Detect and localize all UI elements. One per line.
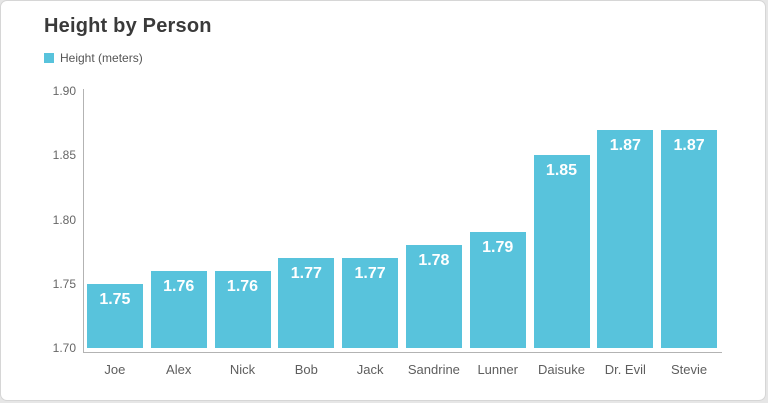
y-axis-tick-label: 1.85 <box>52 148 76 163</box>
y-axis-tick-label: 1.80 <box>52 212 76 227</box>
x-axis-label: Sandrine <box>407 362 460 377</box>
x-axis-label: Lunner <box>477 362 518 377</box>
x-axis-label: Stevie <box>671 362 708 377</box>
x-axis-label: Bob <box>294 362 318 377</box>
legend-item[interactable]: Height (meters) <box>44 51 143 65</box>
x-axis-label: Joe <box>104 362 126 377</box>
bar-value-label: 1.79 <box>482 239 514 257</box>
bar-value-label: 1.77 <box>290 265 322 283</box>
legend-swatch-icon <box>44 53 54 63</box>
bar-daisuke[interactable]: 1.85 <box>533 155 590 348</box>
bar-joe[interactable]: 1.75 <box>86 283 143 348</box>
bar-lunner[interactable]: 1.79 <box>469 232 526 348</box>
y-axis-line <box>83 89 84 352</box>
bar-nick[interactable]: 1.76 <box>214 270 271 348</box>
x-axis-label: Dr. Evil <box>604 362 646 377</box>
bar-value-label: 1.78 <box>418 252 450 270</box>
x-axis-line <box>83 352 722 353</box>
bar-alex[interactable]: 1.76 <box>150 270 207 348</box>
x-axis-label: Alex <box>166 362 192 377</box>
x-axis-label: Jack <box>356 362 384 377</box>
bar-value-label: 1.76 <box>226 277 259 295</box>
bar-value-label: 1.87 <box>609 136 641 154</box>
bar-sandrine[interactable]: 1.78 <box>405 245 462 348</box>
y-axis-tick-label: 1.90 <box>52 84 76 98</box>
bar-value-label: 1.87 <box>673 136 705 154</box>
bar-bob[interactable]: 1.77 <box>278 258 335 348</box>
y-axis-tick-label: 1.70 <box>52 341 76 355</box>
bar-value-label: 1.77 <box>354 265 386 283</box>
bar-value-label: 1.75 <box>99 290 131 308</box>
x-axis-label: Nick <box>229 362 256 377</box>
bar-jack[interactable]: 1.77 <box>342 258 399 348</box>
legend-label: Height (meters) <box>60 51 143 65</box>
bar-value-label: 1.76 <box>163 277 195 295</box>
x-axis-label: Daisuke <box>538 362 585 377</box>
y-axis-tick-label: 1.75 <box>52 276 76 291</box>
bar-value-label: 1.85 <box>545 162 578 180</box>
bar-stevie[interactable]: 1.87 <box>661 129 718 348</box>
chart-title: Height by Person <box>44 15 212 37</box>
bar-dr-evil[interactable]: 1.87 <box>597 129 654 348</box>
